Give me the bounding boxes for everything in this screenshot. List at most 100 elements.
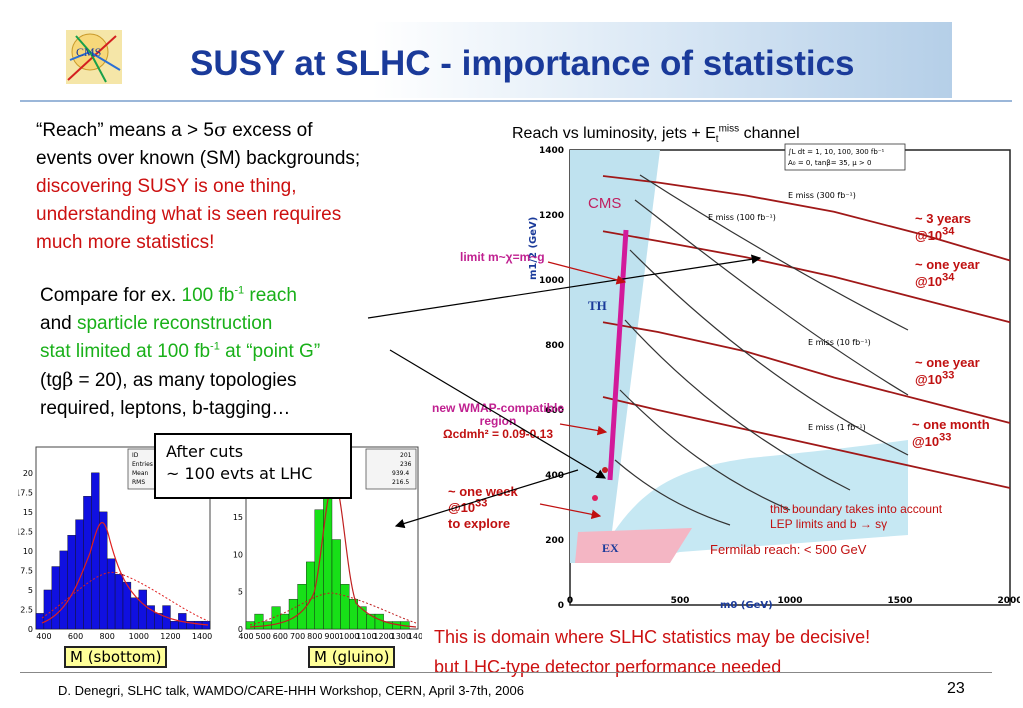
histogram-bar (106, 558, 116, 630)
histogram-bar (138, 589, 147, 630)
svg-text:m1/2 (GeV): m1/2 (GeV) (528, 217, 539, 280)
y-tick-label: 10 (233, 550, 243, 559)
x-tick-label: 500 (671, 596, 690, 606)
svg-text:∫L dt = 1, 10, 100, 300 fb⁻¹: ∫L dt = 1, 10, 100, 300 fb⁻¹ (788, 148, 885, 156)
svg-text:CMS: CMS (76, 45, 101, 59)
histogram-bar (83, 496, 92, 630)
footer-citation: D. Denegri, SLHC talk, WAMDO/CARE-HHH Wo… (58, 683, 524, 698)
reach-curve (602, 175, 1011, 262)
slide-title: SUSY at SLHC - importance of statistics (190, 44, 855, 83)
x-tick-label: 500 (256, 632, 271, 641)
compare-paragraph: Compare for ex. 100 fb-1 reach and spart… (40, 284, 321, 419)
lumi-label-1year-33: ~ one year @1033 (915, 355, 980, 387)
y-tick-label: 15 (23, 508, 33, 517)
x-tick-label: 2000 (997, 596, 1020, 606)
x-tick-label: 1200 (373, 632, 393, 641)
histogram-bar (374, 613, 384, 630)
y-tick-label: 20 (23, 469, 33, 478)
histogram-bar (75, 519, 84, 630)
histogram-bar (170, 620, 179, 630)
title-divider (20, 100, 1012, 102)
histogram-bar (193, 620, 203, 630)
limit-label: limit m~χ=m~g (460, 250, 545, 264)
x-tick-label: 600 (273, 632, 288, 641)
reach-curve (602, 396, 1011, 489)
y-tick-label: 0 (558, 601, 564, 611)
x-tick-label: 1200 (160, 632, 180, 641)
x-tick-label: 1000 (129, 632, 149, 641)
svg-text:RMS: RMS (132, 479, 145, 486)
sbottom-label: M (sbottom) (64, 646, 168, 668)
header-band (60, 22, 952, 98)
svg-text:E miss (10 fb⁻¹): E miss (10 fb⁻¹) (808, 338, 871, 347)
svg-text:Mean: Mean (132, 470, 149, 477)
histogram-bar (67, 535, 76, 630)
lumi-label-3years: ~ 3 years @1034 (915, 211, 972, 243)
svg-text:EX: EX (602, 541, 619, 555)
svg-text:TH: TH (588, 298, 607, 313)
y-tick-label: 10 (23, 547, 33, 556)
y-tick-label: 200 (545, 536, 564, 546)
y-tick-label: 0 (28, 625, 33, 634)
x-tick-label: 1100 (356, 632, 376, 641)
y-tick-label: 17.5 (18, 488, 33, 497)
histogram-bar (314, 509, 324, 630)
svg-text:E miss (1 fb⁻¹): E miss (1 fb⁻¹) (808, 423, 866, 432)
y-tick-label: 2.5 (20, 605, 33, 614)
x-tick-label: 400 (36, 632, 51, 641)
y-tick-label: 1000 (539, 276, 564, 286)
histogram-bar (51, 566, 60, 630)
y-tick-label: 7.5 (20, 566, 33, 575)
histogram-bar (340, 584, 350, 630)
histogram-bar (357, 606, 367, 630)
histogram-bar (35, 613, 45, 630)
reach-curve (602, 321, 1011, 424)
fermilab-label: Fermilab reach: < 500 GeV (710, 542, 867, 557)
x-tick-label: 1400 (192, 632, 212, 641)
histogram-bar (99, 511, 108, 630)
x-tick-label: 1000 (339, 632, 359, 641)
footer-divider (20, 672, 992, 673)
svg-text:201: 201 (400, 452, 412, 459)
histogram-bar (130, 597, 140, 630)
x-tick-label: 0 (567, 596, 573, 606)
histogram-bar (114, 574, 124, 630)
x-tick-label: 800 (100, 632, 115, 641)
histogram-bar (43, 589, 53, 630)
one-week-label: ~ one week @1033 to explore (448, 484, 518, 531)
y-tick-label: 800 (545, 341, 564, 351)
svg-text:Entries: Entries (132, 461, 153, 468)
cms-logo: CMS (66, 30, 122, 84)
y-tick-label: 400 (545, 471, 564, 481)
svg-text:CMS: CMS (588, 195, 621, 212)
boundary-label: this boundary takes into account LEP lim… (770, 502, 943, 531)
histogram-bar (59, 550, 68, 630)
reach-curve (602, 230, 1011, 324)
slhc-domain-note: This is domain where SLHC statistics may… (434, 627, 871, 677)
x-tick-label: 1500 (887, 596, 912, 606)
y-tick-label: 15 (233, 513, 243, 522)
y-tick-label: 0 (238, 625, 243, 634)
x-tick-label: 800 (307, 632, 322, 641)
y-tick-label: 5 (238, 588, 243, 597)
after-cuts-callout: After cuts ~ 100 evts at LHC (154, 433, 352, 499)
histogram-bar (288, 598, 298, 630)
x-tick-label: 600 (68, 632, 83, 641)
gluino-label: M (gluino) (308, 646, 396, 668)
x-tick-label: 1300 (391, 632, 411, 641)
wmap-label: new WMAP-compatible region Ωcdmh² = 0.09… (432, 401, 565, 441)
slide-number: 23 (947, 680, 965, 697)
y-tick-label: 1200 (539, 211, 564, 221)
x-tick-label: 1400 (408, 632, 422, 641)
x-tick-label: 900 (324, 632, 339, 641)
svg-text:236: 236 (400, 461, 412, 468)
svg-text:m0 (GeV): m0 (GeV) (720, 600, 773, 611)
reach-paragraph: “Reach” means a > 5σ excess of events ov… (36, 119, 361, 253)
y-tick-label: 12.5 (18, 527, 33, 536)
svg-text:E miss (300 fb⁻¹): E miss (300 fb⁻¹) (788, 191, 856, 200)
y-tick-label: 5 (28, 586, 33, 595)
svg-text:216.5: 216.5 (392, 479, 409, 486)
svg-text:ID: ID (132, 452, 139, 459)
svg-text:E miss (100 fb⁻¹): E miss (100 fb⁻¹) (708, 213, 776, 222)
svg-text:A₀ = 0, tanβ= 35, μ > 0: A₀ = 0, tanβ= 35, μ > 0 (788, 159, 871, 167)
